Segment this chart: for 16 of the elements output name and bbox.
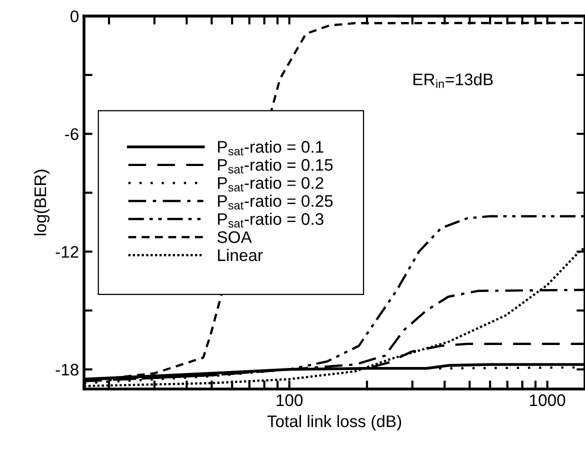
legend-label: P$_{sat}$-ratio = 0.2 xyxy=(218,176,324,192)
legend-label: P$_{sat}$-ratio = 0.15 xyxy=(218,158,333,174)
y-tick-label: -12 xyxy=(56,246,78,258)
y-tick-label: 0 xyxy=(70,10,78,22)
legend-label: P$_{sat}$-ratio = 0.1 xyxy=(218,140,324,156)
legend-label: Linear xyxy=(218,248,263,262)
y-tick-label: -6 xyxy=(65,128,78,140)
legend-label: P$_{sat}$-ratio = 0.25 xyxy=(218,194,333,210)
y-axis-title: log(BER) xyxy=(34,170,50,236)
legend-label: SOA xyxy=(217,231,252,244)
x-axis-title: Total link loss (dB) xyxy=(267,414,402,430)
legend-label: P$_{sat}$-ratio = 0.3 xyxy=(218,212,324,228)
y-tick-label: -18 xyxy=(56,364,78,376)
x-tick-label: 1000 xyxy=(530,394,566,406)
annotation: ER$_{in}$=13dB xyxy=(414,73,493,88)
x-tick-label: 100 xyxy=(276,394,303,406)
